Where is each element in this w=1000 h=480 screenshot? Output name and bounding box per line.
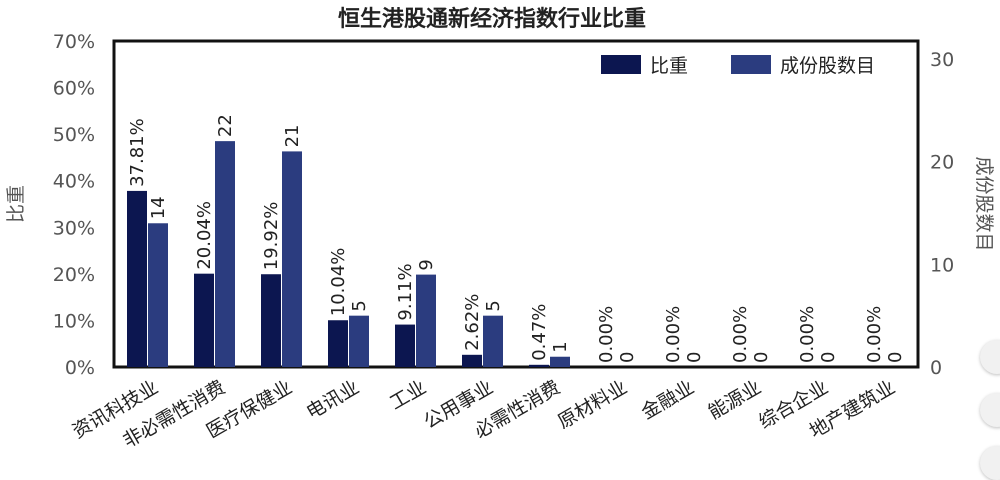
data-label-weight: 10.04% — [328, 248, 349, 317]
left-tick-label: 20% — [53, 264, 95, 286]
bar-count — [148, 223, 168, 367]
data-label-weight: 0.47% — [529, 304, 550, 361]
bar-weight — [127, 190, 147, 367]
right-tick-label: 10 — [930, 254, 954, 276]
data-label-weight: 0.00% — [663, 306, 684, 363]
data-label-count: 5 — [349, 300, 370, 311]
data-label-count: 1 — [550, 341, 571, 352]
left-tick-label: 40% — [53, 171, 95, 193]
left-tick-label: 10% — [53, 310, 95, 332]
chart: 恒生港股通新经济指数行业比重 0% 10% 20% 30% 40% 50% 60% 70% 0… — [5, 6, 995, 452]
bar-count — [215, 141, 235, 367]
data-label-weight: 0.00% — [730, 306, 751, 363]
data-label-weight: 0.00% — [864, 306, 885, 363]
data-label-weight: 0.00% — [596, 306, 617, 363]
category-label: 原材料业 — [554, 376, 631, 433]
left-axis-ticks: 0% 10% 20% 30% 40% 50% 60% 70% — [53, 31, 95, 379]
data-label-count: 0 — [617, 352, 638, 363]
left-tick-label: 70% — [53, 31, 95, 53]
left-axis-title: 比重 — [5, 185, 27, 223]
right-axis-ticks: 0 10 20 30 — [930, 49, 954, 379]
left-tick-label: 30% — [53, 217, 95, 239]
right-axis-title: 成份股数目 — [973, 156, 995, 251]
bar-count — [349, 315, 369, 367]
bar-count — [282, 151, 302, 367]
data-label-weight: 37.81% — [127, 118, 148, 187]
data-label-weight: 20.04% — [194, 201, 215, 270]
right-tick-label: 0 — [930, 357, 942, 379]
data-label-count: 0 — [818, 352, 839, 363]
bars — [127, 141, 570, 367]
right-tick-label: 30 — [930, 49, 954, 71]
bar-weight — [395, 324, 415, 367]
bar-count — [550, 356, 570, 367]
data-label-weight: 0.00% — [797, 306, 818, 363]
data-label-count: 9 — [416, 259, 437, 270]
bar-weight — [328, 320, 348, 367]
data-label-weight: 19.92% — [261, 202, 282, 271]
left-tick-label: 0% — [65, 357, 95, 379]
data-label-weight: 2.62% — [462, 294, 483, 351]
bar-count — [416, 274, 436, 367]
left-tick-label: 60% — [53, 78, 95, 100]
left-tick-label: 50% — [53, 124, 95, 146]
data-label-count: 0 — [684, 352, 705, 363]
data-label-weight: 9.11% — [395, 263, 416, 320]
side-scroll-button-top[interactable] — [980, 340, 1000, 374]
legend-label-weight: 比重 — [650, 55, 688, 77]
bar-count — [483, 315, 503, 367]
bar-weight — [462, 354, 482, 367]
bar-weight — [261, 274, 281, 367]
legend-swatch-count — [731, 55, 771, 74]
data-label-count: 0 — [885, 352, 906, 363]
bar-weight — [529, 364, 549, 367]
data-label-count: 21 — [282, 124, 303, 147]
category-label: 工业 — [386, 376, 430, 414]
data-label-count: 22 — [215, 114, 236, 137]
category-label: 金融业 — [638, 376, 698, 424]
legend-swatch-weight — [601, 55, 641, 74]
data-label-count: 0 — [751, 352, 772, 363]
side-scroll-button-middle[interactable] — [980, 393, 1000, 427]
chart-title: 恒生港股通新经济指数行业比重 — [338, 6, 646, 32]
side-scroll-button-bottom[interactable] — [980, 446, 1000, 480]
legend: 比重 成份股数目 — [601, 55, 875, 77]
right-tick-label: 20 — [930, 152, 954, 174]
legend-label-count: 成份股数目 — [780, 55, 875, 77]
plot-frame — [112, 39, 920, 369]
data-label-count: 14 — [148, 196, 169, 219]
bar-weight — [194, 273, 214, 367]
category-label: 电讯业 — [303, 376, 363, 424]
data-label-count: 5 — [483, 300, 504, 311]
